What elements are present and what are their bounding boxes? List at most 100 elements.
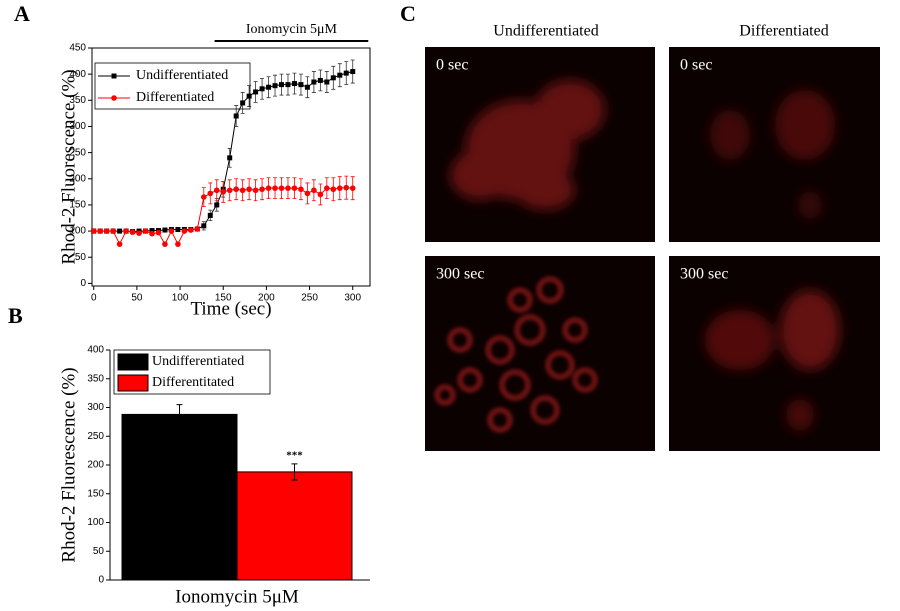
y-tick-label: 450 bbox=[69, 43, 86, 54]
micrograph bbox=[669, 256, 880, 451]
time-label: 0 sec bbox=[436, 57, 468, 74]
marker bbox=[253, 89, 259, 95]
marker bbox=[311, 187, 317, 194]
marker bbox=[168, 228, 175, 234]
x-tick-label: 100 bbox=[172, 293, 189, 304]
marker bbox=[90, 228, 97, 234]
marker bbox=[207, 212, 213, 218]
y-tick-label: 50 bbox=[75, 252, 87, 263]
legend-frame bbox=[94, 62, 251, 110]
legend-swatch bbox=[117, 374, 149, 392]
marker bbox=[265, 185, 272, 191]
y-tick-label: 0 bbox=[80, 278, 86, 289]
marker bbox=[350, 69, 356, 75]
error-bar bbox=[176, 404, 183, 425]
y-tick-label: 200 bbox=[69, 173, 86, 184]
x-axis-label: Ionomycin 5μM bbox=[175, 586, 299, 607]
legend-marker bbox=[111, 73, 117, 79]
marker bbox=[317, 191, 324, 198]
marker bbox=[259, 186, 265, 193]
marker bbox=[291, 185, 298, 191]
marker bbox=[142, 228, 149, 234]
y-tick-label: 300 bbox=[69, 121, 86, 132]
x-axis-label: Time (sec) bbox=[190, 298, 271, 319]
marker bbox=[285, 82, 291, 88]
marker bbox=[103, 228, 110, 234]
marker bbox=[226, 187, 233, 194]
marker bbox=[175, 227, 181, 233]
error-bar bbox=[291, 463, 298, 481]
marker bbox=[240, 100, 246, 106]
y-axis-label: Rhod-2 Fluorescence (%) bbox=[58, 367, 79, 562]
marker bbox=[304, 84, 310, 90]
x-tick-label: 150 bbox=[215, 293, 232, 304]
legend-label: Differentiated bbox=[136, 90, 214, 105]
marker bbox=[181, 228, 188, 234]
marker bbox=[117, 228, 123, 234]
marker bbox=[188, 227, 194, 233]
marker bbox=[291, 81, 297, 87]
y-tick-label: 400 bbox=[69, 69, 86, 80]
column-title: Undifferentiated bbox=[493, 23, 598, 40]
marker bbox=[233, 186, 239, 193]
panel-label: A bbox=[14, 1, 30, 26]
y-tick-label: 150 bbox=[69, 200, 86, 211]
y-tick-label: 100 bbox=[87, 517, 104, 528]
y-tick-label: 150 bbox=[87, 488, 104, 499]
marker bbox=[285, 185, 291, 191]
marker bbox=[129, 229, 136, 235]
marker bbox=[324, 79, 330, 85]
panel-label: C bbox=[400, 1, 416, 26]
marker bbox=[311, 79, 317, 85]
marker bbox=[246, 93, 252, 99]
marker bbox=[149, 230, 155, 237]
marker bbox=[214, 202, 220, 208]
marker bbox=[201, 194, 207, 200]
marker bbox=[201, 223, 207, 229]
marker bbox=[330, 186, 337, 193]
marker bbox=[207, 190, 214, 197]
marker bbox=[116, 241, 123, 247]
y-tick-label: 400 bbox=[87, 345, 104, 356]
marker bbox=[298, 186, 304, 193]
marker bbox=[220, 189, 227, 195]
y-tick-label: 250 bbox=[69, 147, 86, 158]
marker bbox=[252, 187, 259, 194]
x-tick-label: 50 bbox=[131, 293, 143, 304]
marker bbox=[175, 241, 181, 247]
y-tick-label: 100 bbox=[69, 226, 86, 237]
marker bbox=[155, 229, 162, 236]
marker bbox=[123, 228, 129, 234]
bar bbox=[236, 471, 353, 581]
marker bbox=[349, 185, 356, 191]
marker bbox=[233, 113, 239, 119]
x-tick-label: 300 bbox=[344, 293, 361, 304]
y-tick-label: 350 bbox=[69, 95, 86, 106]
y-tick-label: 50 bbox=[93, 546, 105, 557]
legend-frame bbox=[113, 349, 271, 395]
time-label: 300 sec bbox=[680, 266, 728, 283]
bar bbox=[121, 413, 238, 581]
x-tick-label: 250 bbox=[301, 293, 318, 304]
marker bbox=[194, 226, 201, 232]
marker bbox=[239, 187, 246, 194]
legend-label: Differentitated bbox=[152, 375, 234, 390]
marker bbox=[279, 82, 285, 88]
marker bbox=[266, 84, 272, 90]
micrographs: 0 sec 0 sec 300 sec 300 sec bbox=[425, 47, 880, 451]
marker bbox=[110, 228, 116, 234]
marker bbox=[272, 83, 278, 89]
time-label: 0 sec bbox=[680, 57, 712, 74]
marker bbox=[227, 155, 233, 161]
marker bbox=[317, 77, 323, 83]
marker bbox=[304, 190, 311, 197]
marker bbox=[259, 86, 265, 92]
y-tick-label: 0 bbox=[98, 575, 104, 586]
marker bbox=[343, 70, 349, 76]
marker bbox=[298, 82, 304, 88]
legend-label: Undifferentiated bbox=[152, 354, 244, 369]
marker bbox=[272, 185, 278, 191]
x-tick-label: 0 bbox=[91, 293, 97, 304]
y-tick-label: 300 bbox=[87, 402, 104, 413]
